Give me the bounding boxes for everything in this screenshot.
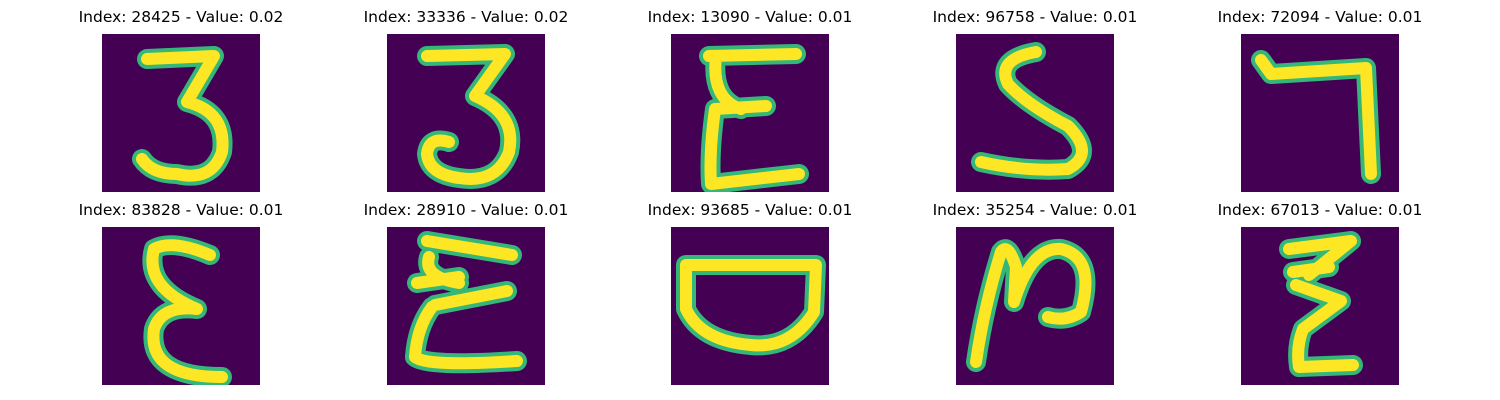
panel-title: Index: 13090 - Value: 0.01 — [647, 8, 853, 26]
glyph-digit-5 — [971, 42, 1092, 180]
digit-image — [671, 227, 829, 385]
image-panel: Index: 96758 - Value: 0.01 — [933, 7, 1137, 192]
glyph-zigzag — [1279, 231, 1363, 377]
digit-image — [956, 34, 1114, 192]
image-panel: Index: 28910 - Value: 0.01 — [364, 200, 568, 385]
panel-title: Index: 67013 - Value: 0.01 — [1217, 201, 1423, 219]
panel-title: Index: 35254 - Value: 0.01 — [932, 201, 1138, 219]
digit-image — [387, 227, 545, 385]
image-panel: Index: 33336 - Value: 0.02 — [364, 7, 568, 192]
panel-title: Index: 33336 - Value: 0.02 — [363, 8, 569, 26]
image-panel: Index: 35254 - Value: 0.01 — [933, 200, 1137, 385]
panel-title: Index: 28425 - Value: 0.02 — [78, 8, 284, 26]
glyph-epsilon-wavy — [405, 231, 527, 374]
panel-title: Index: 93685 - Value: 0.01 — [647, 201, 853, 219]
image-panel: Index: 67013 - Value: 0.01 — [1218, 200, 1422, 385]
image-panel: Index: 72094 - Value: 0.01 — [1218, 7, 1422, 192]
glyph-bowl — [676, 255, 826, 356]
digit-image — [1241, 34, 1399, 192]
digit-image — [956, 227, 1114, 385]
image-panel: Index: 13090 - Value: 0.01 — [648, 7, 852, 192]
glyph-n-shape — [966, 239, 1096, 372]
glyph-digit-3 — [132, 46, 233, 186]
glyph-epsilon — [142, 235, 232, 385]
glyph-epsilon-flat — [699, 44, 809, 192]
panel-title: Index: 83828 - Value: 0.01 — [78, 201, 284, 219]
panel-title: Index: 28910 - Value: 0.01 — [363, 201, 569, 219]
digit-image — [102, 227, 260, 385]
image-panel: Index: 83828 - Value: 0.01 — [79, 200, 283, 385]
image-panel: Index: 28425 - Value: 0.02 — [79, 7, 283, 192]
image-panel: Index: 93685 - Value: 0.01 — [648, 200, 852, 385]
panel-title: Index: 72094 - Value: 0.01 — [1217, 8, 1423, 26]
digit-image — [671, 34, 829, 192]
glyph-hook — [1251, 50, 1381, 184]
glyph-digit-3-curled — [417, 44, 521, 189]
digit-image — [387, 34, 545, 192]
digit-image — [1241, 227, 1399, 385]
digit-image — [102, 34, 260, 192]
panel-title: Index: 96758 - Value: 0.01 — [932, 8, 1138, 26]
